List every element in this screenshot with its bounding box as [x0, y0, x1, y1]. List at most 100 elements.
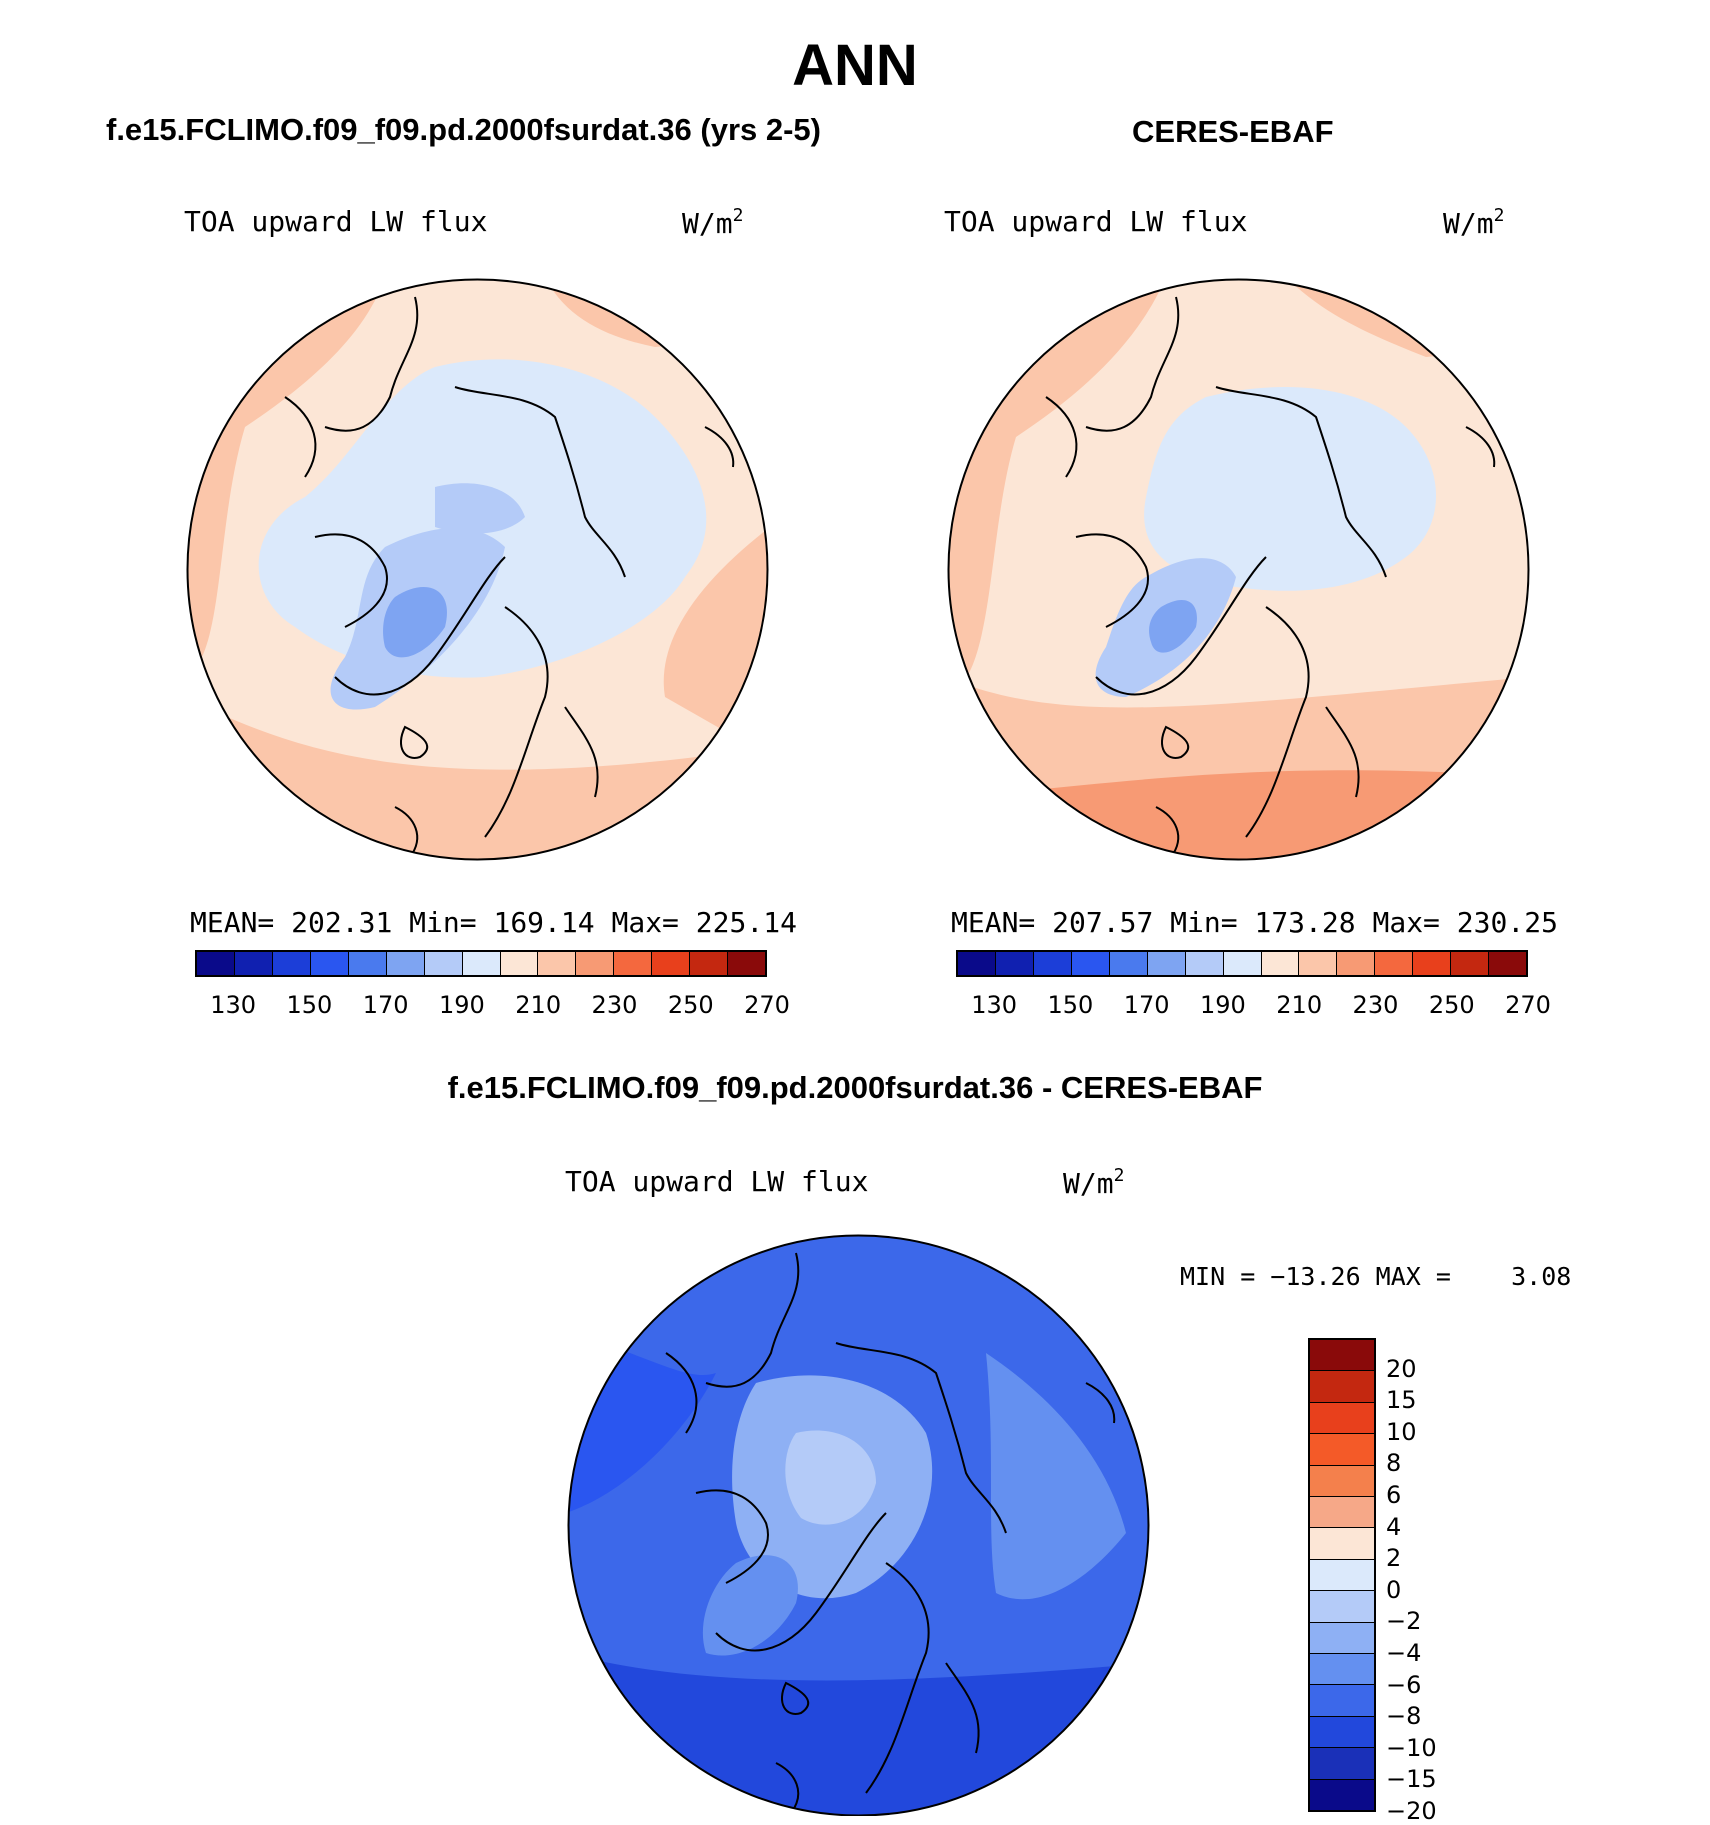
- panel-2-stats: MEAN= 207.57 Min= 173.28 Max= 230.25: [951, 906, 1558, 939]
- colorbar-tick-label: 250: [1428, 991, 1475, 1019]
- diff-region-east: [986, 1353, 1126, 1600]
- colorbar-cell: [1413, 952, 1452, 975]
- coastlines: [1045, 296, 1496, 858]
- colorbar-cell: [1310, 1528, 1374, 1560]
- panel-2-units: W/m2: [1443, 205, 1505, 240]
- colorbar-cell: [1310, 1497, 1374, 1529]
- panel-1-stats: MEAN= 202.31 Min= 169.14 Max= 225.14: [190, 906, 797, 939]
- colorbar-cell: [1310, 1402, 1374, 1435]
- colorbar-cell: [576, 952, 615, 975]
- colorbar-tick-label: 130: [971, 991, 1018, 1019]
- colorbar-cell: [1109, 952, 1148, 975]
- colorbar-cell: [1071, 952, 1110, 975]
- colorbar-cell: [1310, 1559, 1374, 1592]
- colorbar-tick-label: 20: [1386, 1354, 1417, 1383]
- hot-band-south: [948, 770, 1529, 860]
- cold-core-greenland: [383, 587, 447, 658]
- diff-colorbar: [1308, 1338, 1376, 1812]
- colorbar-cell: [1375, 952, 1414, 975]
- colorbar-cell: [1299, 952, 1338, 975]
- colorbar-tick-label: 190: [1200, 991, 1246, 1019]
- colorbar-cell: [728, 952, 766, 975]
- colorbar-tick-label: −2: [1386, 1607, 1422, 1636]
- panel-2-field-label: TOA upward LW flux: [944, 205, 1248, 238]
- colorbar-tick-label: 210: [1276, 991, 1323, 1019]
- colorbar-cell: [1147, 952, 1186, 975]
- colorbar-tick-label: 10: [1386, 1417, 1417, 1446]
- panel-1-title: f.e15.FCLIMO.f09_f09.pd.2000fsurdat.36 (…: [106, 112, 821, 147]
- colorbar-tick-label: 2: [1386, 1544, 1402, 1573]
- colorbar-tick-label: −4: [1386, 1639, 1422, 1667]
- cold-patch-central: [435, 483, 525, 534]
- colorbar-tick-label: 210: [515, 991, 562, 1019]
- colorbar-cell: [310, 952, 349, 975]
- panel-1-model-map: [186, 278, 769, 861]
- colorbar-cell: [614, 952, 653, 975]
- colorbar-tick-label: 170: [362, 991, 409, 1019]
- colorbar-tick-label: 8: [1386, 1449, 1402, 1478]
- colorbar-tick-label: 230: [591, 991, 638, 1019]
- colorbar-tick-label: 150: [1047, 991, 1094, 1019]
- colorbar-cell: [1310, 1340, 1374, 1372]
- colorbar-tick-label: 270: [744, 991, 790, 1019]
- colorbar-tick-label: 190: [439, 991, 485, 1019]
- panel-2-title: CERES-EBAF: [1132, 114, 1334, 149]
- panel-2-colorbar: [956, 950, 1528, 977]
- colorbar-cell: [462, 952, 501, 975]
- colorbar-cell: [1310, 1779, 1374, 1811]
- colorbar-tick-label: 15: [1386, 1386, 1417, 1415]
- colorbar-cell: [1261, 952, 1300, 975]
- colorbar-cell: [500, 952, 539, 975]
- colorbar-cell: [197, 952, 235, 975]
- colorbar-tick-label: 170: [1123, 991, 1170, 1019]
- colorbar-tick-label: −15: [1386, 1765, 1437, 1794]
- colorbar-tick-label: 270: [1505, 991, 1551, 1019]
- diff-panel-field-label: TOA upward LW flux: [565, 1165, 869, 1198]
- colorbar-cell: [995, 952, 1034, 975]
- colorbar-cell: [1185, 952, 1224, 975]
- colorbar-tick-label: −6: [1386, 1670, 1422, 1699]
- diff-region-greenland: [702, 1555, 798, 1656]
- colorbar-cell: [424, 952, 463, 975]
- main-title: ANN: [792, 33, 918, 98]
- colorbar-tick-label: −20: [1386, 1797, 1437, 1825]
- colorbar-cell: [958, 952, 996, 975]
- colorbar-cell: [1310, 1654, 1374, 1686]
- colorbar-cell: [234, 952, 273, 975]
- colorbar-cell: [1310, 1465, 1374, 1498]
- colorbar-cell: [538, 952, 577, 975]
- colorbar-cell: [1451, 952, 1490, 975]
- colorbar-tick-label: −8: [1386, 1702, 1422, 1731]
- colorbar-cell: [1310, 1748, 1374, 1780]
- colorbar-tick-label: 230: [1352, 991, 1399, 1019]
- colorbar-cell: [348, 952, 387, 975]
- colorbar-cell: [1223, 952, 1262, 975]
- colorbar-cell: [1310, 1685, 1374, 1717]
- panel-1-field-label: TOA upward LW flux: [184, 205, 488, 238]
- diff-minmax: MIN = −13.26 MAX = 3.08: [1180, 1262, 1572, 1291]
- colorbar-cell: [386, 952, 425, 975]
- colorbar-cell: [1310, 1716, 1374, 1749]
- colorbar-cell: [1310, 1434, 1374, 1466]
- colorbar-cell: [1033, 952, 1072, 975]
- panel-1-colorbar: [195, 950, 767, 977]
- diff-panel-units: W/m2: [1063, 1165, 1125, 1200]
- coastlines: [284, 296, 735, 858]
- panel-2-obs-map: [947, 278, 1530, 861]
- colorbar-cell: [652, 952, 691, 975]
- colorbar-cell: [1489, 952, 1527, 975]
- colorbar-cell: [1310, 1371, 1374, 1403]
- colorbar-tick-label: 6: [1386, 1481, 1402, 1509]
- colorbar-cell: [1337, 952, 1376, 975]
- colorbar-tick-label: 130: [210, 991, 257, 1019]
- colorbar-cell: [1310, 1591, 1374, 1623]
- colorbar-cell: [272, 952, 311, 975]
- colorbar-tick-label: 150: [286, 991, 333, 1019]
- colorbar-tick-label: 250: [667, 991, 714, 1019]
- diff-map: [567, 1234, 1150, 1816]
- diff-panel-title: f.e15.FCLIMO.f09_f09.pd.2000fsurdat.36 -…: [447, 1070, 1263, 1105]
- colorbar-cell: [1310, 1622, 1374, 1655]
- colorbar-cell: [690, 952, 729, 975]
- colorbar-tick-label: −10: [1386, 1733, 1437, 1762]
- panel-1-units: W/m2: [682, 205, 744, 240]
